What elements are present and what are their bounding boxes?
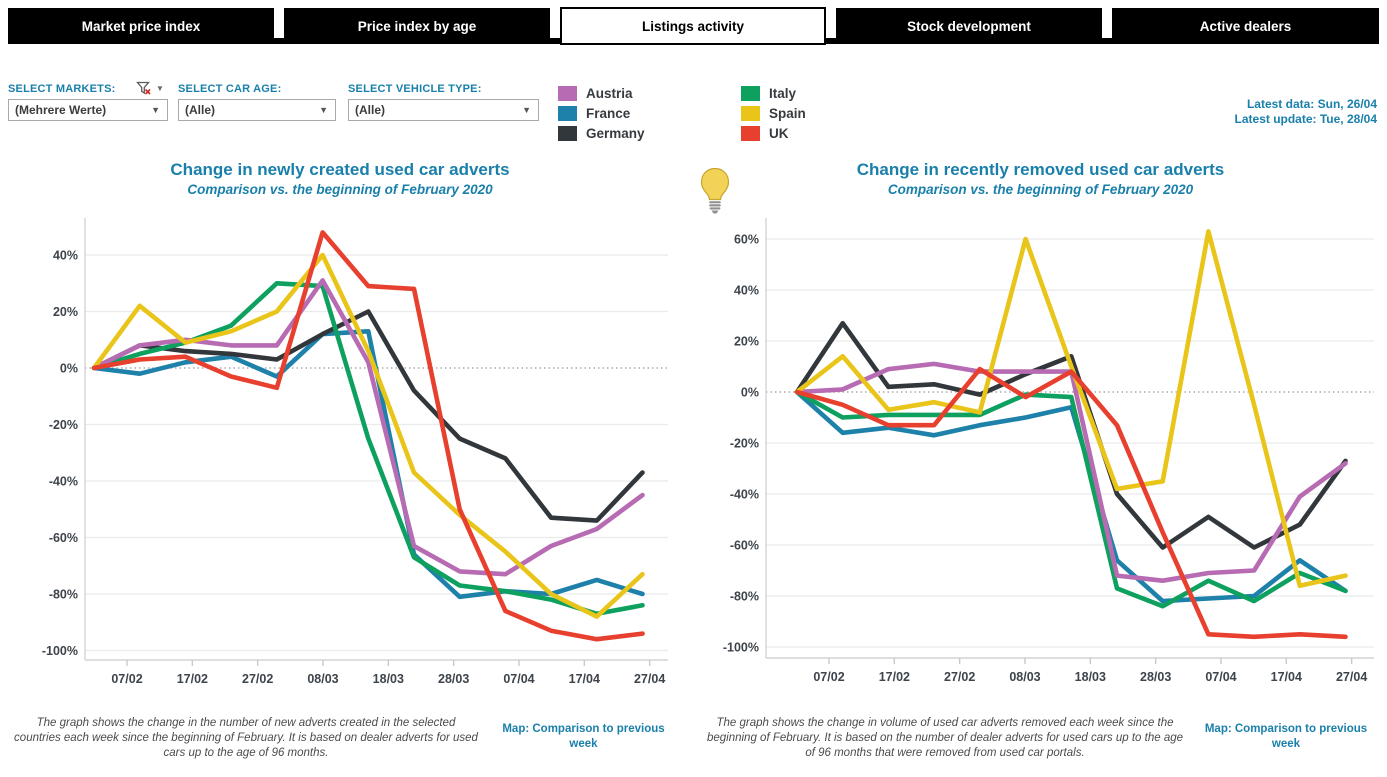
tab-listings-activity[interactable]: Listings activity (560, 7, 826, 45)
latest-status: Latest data: Sun, 26/04 Latest update: T… (1235, 97, 1377, 127)
svg-text:27/04: 27/04 (634, 672, 665, 686)
latest-update-text: Latest update: Tue, 28/04 (1234, 112, 1377, 126)
svg-text:-40%: -40% (730, 488, 759, 502)
tab-market-price-index[interactable]: Market price index (8, 8, 274, 44)
select-car-age-label: SELECT CAR AGE: (178, 83, 282, 95)
svg-text:-20%: -20% (730, 437, 759, 451)
legend-label: Italy (769, 85, 797, 101)
left-chart-title: Change in newly created used car adverts (170, 160, 510, 179)
select-vehicle-type-label: SELECT VEHICLE TYPE: (348, 83, 482, 95)
svg-text:07/02: 07/02 (111, 672, 142, 686)
spain-swatch (741, 105, 760, 121)
left-map-link[interactable]: Map: Comparison to previous week (502, 723, 665, 750)
legend-item-germany[interactable]: Germany (558, 123, 645, 143)
right-chart-footnote: The graph shows the change in volume of … (706, 717, 1184, 759)
latest-data-text: Latest data: Sun, 26/04 (1246, 97, 1377, 111)
svg-text:-100%: -100% (723, 641, 759, 655)
svg-text:17/04: 17/04 (1271, 670, 1302, 684)
tab-label: Price index by age (357, 18, 477, 34)
legend-item-italy[interactable]: Italy (741, 83, 806, 103)
left-chart-subtitle: Comparison vs. the beginning of February… (187, 182, 493, 197)
vehicle-type-dropdown[interactable]: (Alle) ▼ (348, 99, 539, 121)
svg-text:08/03: 08/03 (1009, 670, 1040, 684)
legend-column-2: Italy Spain UK (741, 83, 806, 143)
svg-text:27/02: 27/02 (944, 670, 975, 684)
svg-text:40%: 40% (53, 249, 78, 263)
left-chart-header: Change in newly created used car adverts… (0, 160, 680, 197)
svg-text:-20%: -20% (49, 418, 78, 432)
svg-text:-60%: -60% (49, 531, 78, 545)
markets-dropdown[interactable]: (Mehrere Werte) ▼ (8, 99, 168, 121)
legend-item-france[interactable]: France (558, 103, 645, 123)
chevron-down-icon: ▼ (522, 105, 531, 115)
tab-label: Listings activity (641, 18, 745, 34)
tab-active-dealers[interactable]: Active dealers (1112, 8, 1379, 44)
tab-label: Active dealers (1199, 18, 1292, 34)
svg-text:27/02: 27/02 (242, 672, 273, 686)
france-swatch (558, 105, 577, 121)
left-chart-footnote: The graph shows the change in the number… (14, 717, 478, 759)
legend-item-austria[interactable]: Austria (558, 83, 645, 103)
car-age-dropdown[interactable]: (Alle) ▼ (178, 99, 336, 121)
svg-text:20%: 20% (53, 305, 78, 319)
tab-label: Stock development (907, 18, 1031, 34)
austria-swatch (558, 85, 577, 101)
legend-column-1: Austria France Germany (558, 83, 645, 143)
germany-swatch (558, 125, 577, 141)
select-markets-label: SELECT MARKETS: (8, 83, 116, 95)
svg-text:28/03: 28/03 (1140, 670, 1171, 684)
right-chart-subtitle: Comparison vs. the beginning of February… (887, 182, 1194, 197)
tab-label: Market price index (81, 18, 201, 34)
svg-text:27/04: 27/04 (1336, 670, 1367, 684)
lightbulb-icon (700, 167, 730, 214)
svg-text:18/03: 18/03 (1075, 670, 1106, 684)
legend-item-uk[interactable]: UK (741, 123, 806, 143)
svg-text:07/02: 07/02 (813, 670, 844, 684)
svg-text:18/03: 18/03 (373, 672, 404, 686)
legend-item-spain[interactable]: Spain (741, 103, 806, 123)
svg-text:28/03: 28/03 (438, 672, 469, 686)
svg-text:17/04: 17/04 (569, 672, 600, 686)
svg-text:07/04: 07/04 (503, 672, 534, 686)
svg-text:0%: 0% (741, 386, 759, 400)
tab-price-index-by-age[interactable]: Price index by age (284, 8, 550, 44)
svg-text:60%: 60% (734, 233, 759, 247)
filter-funnel-controls[interactable]: ▼ (136, 80, 164, 96)
funnel-clear-icon[interactable] (136, 80, 152, 96)
svg-text:-100%: -100% (42, 644, 78, 658)
svg-text:-80%: -80% (730, 590, 759, 604)
italy-swatch (741, 85, 760, 101)
vehicle-type-dropdown-value: (Alle) (355, 103, 385, 117)
svg-text:40%: 40% (734, 284, 759, 298)
markets-dropdown-value: (Mehrere Werte) (15, 103, 107, 117)
chevron-down-icon: ▼ (151, 105, 160, 115)
chevron-down-icon: ▼ (319, 105, 328, 115)
svg-text:-80%: -80% (49, 588, 78, 602)
new-adverts-line-chart[interactable]: 40% 20% 0% -20% -40% -60% -80% -100% 07/02 17/02 2… (0, 200, 693, 700)
svg-text:17/02: 17/02 (177, 672, 208, 686)
svg-text:0%: 0% (60, 362, 78, 376)
chevron-down-icon: ▼ (156, 83, 164, 93)
svg-text:-40%: -40% (49, 475, 78, 489)
right-chart-header: Change in recently removed used car adve… (694, 160, 1387, 197)
svg-text:20%: 20% (734, 335, 759, 349)
right-map-link[interactable]: Map: Comparison to previous week (1204, 723, 1368, 750)
legend-label: UK (769, 125, 789, 141)
legend-label: France (586, 105, 631, 121)
svg-text:-60%: -60% (730, 539, 759, 553)
car-age-dropdown-value: (Alle) (185, 103, 215, 117)
legend-label: Germany (586, 125, 645, 141)
tab-stock-development[interactable]: Stock development (836, 8, 1102, 44)
right-chart-title: Change in recently removed used car adve… (856, 160, 1225, 179)
svg-text:07/04: 07/04 (1205, 670, 1236, 684)
legend-label: Spain (769, 105, 806, 121)
legend-label: Austria (586, 85, 633, 101)
svg-text:17/02: 17/02 (879, 670, 910, 684)
svg-text:08/03: 08/03 (307, 672, 338, 686)
uk-swatch (741, 125, 760, 141)
removed-adverts-line-chart[interactable]: 60% 40% 20% 0% -20% -40% -60% -80% -100% 07/02 17/… (694, 200, 1387, 700)
